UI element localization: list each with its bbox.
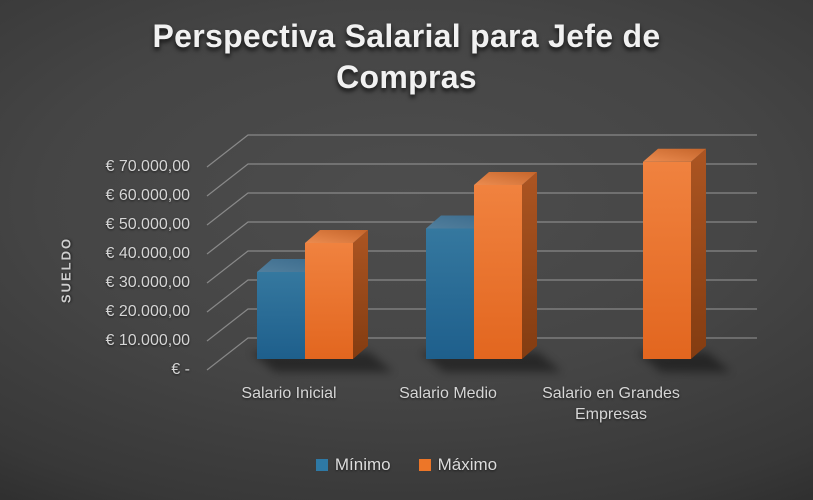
bar-top-face bbox=[426, 215, 489, 229]
bar-side-face bbox=[353, 230, 368, 359]
bar-maximo-salario-en-grandes-empresas bbox=[643, 148, 706, 359]
legend-item-minimo: Mínimo bbox=[315, 455, 391, 475]
gridline bbox=[206, 163, 757, 197]
bar-top-face bbox=[474, 172, 537, 185]
bar-side-face bbox=[691, 148, 706, 359]
bar-front-face bbox=[426, 228, 474, 359]
bar-front-face bbox=[474, 185, 522, 359]
bar-side-face bbox=[522, 172, 537, 359]
gridline bbox=[206, 221, 757, 255]
bar-top-face bbox=[305, 230, 368, 243]
bar-front-face bbox=[257, 272, 305, 359]
y-tick-label: € - bbox=[171, 361, 190, 378]
legend-label: Mínimo bbox=[334, 455, 391, 474]
bar-top-face bbox=[257, 259, 320, 272]
bar-minimo-salario-medio bbox=[426, 215, 489, 359]
legend-swatch bbox=[315, 459, 328, 471]
gridline bbox=[206, 250, 757, 284]
bar-maximo-salario-inicial bbox=[305, 230, 368, 359]
gridline bbox=[206, 192, 757, 226]
bar-front-face bbox=[305, 243, 353, 359]
legend-label: Máximo bbox=[437, 455, 498, 474]
legend-item-maximo: Máximo bbox=[418, 455, 498, 475]
y-tick-label: € 20.000,00 bbox=[105, 303, 190, 320]
category-label: Salario Inicial bbox=[241, 385, 337, 402]
y-tick-label: € 70.000,00 bbox=[105, 158, 190, 175]
y-tick-label: € 60.000,00 bbox=[105, 187, 190, 204]
y-tick-label: € 50.000,00 bbox=[105, 216, 190, 233]
bar-front-face bbox=[643, 161, 691, 359]
gridline bbox=[206, 134, 757, 168]
gridline bbox=[206, 279, 757, 313]
chart-title: Perspectiva Salarial para Jefe de Compra… bbox=[152, 18, 661, 95]
legend-swatch bbox=[418, 459, 431, 471]
legend: Mínimo Máximo bbox=[0, 455, 813, 475]
y-tick-label: € 40.000,00 bbox=[105, 245, 190, 262]
gridline bbox=[206, 337, 757, 371]
bar-top-face bbox=[643, 148, 706, 162]
y-tick-label: € 30.000,00 bbox=[105, 274, 190, 291]
bar-maximo-salario-medio bbox=[474, 172, 537, 359]
y-tick-label: € 10.000,00 bbox=[105, 332, 190, 349]
category-label: Salario Medio bbox=[399, 385, 497, 402]
category-label: Salario en Grandes Empresas bbox=[542, 385, 680, 423]
gridline bbox=[206, 308, 757, 342]
